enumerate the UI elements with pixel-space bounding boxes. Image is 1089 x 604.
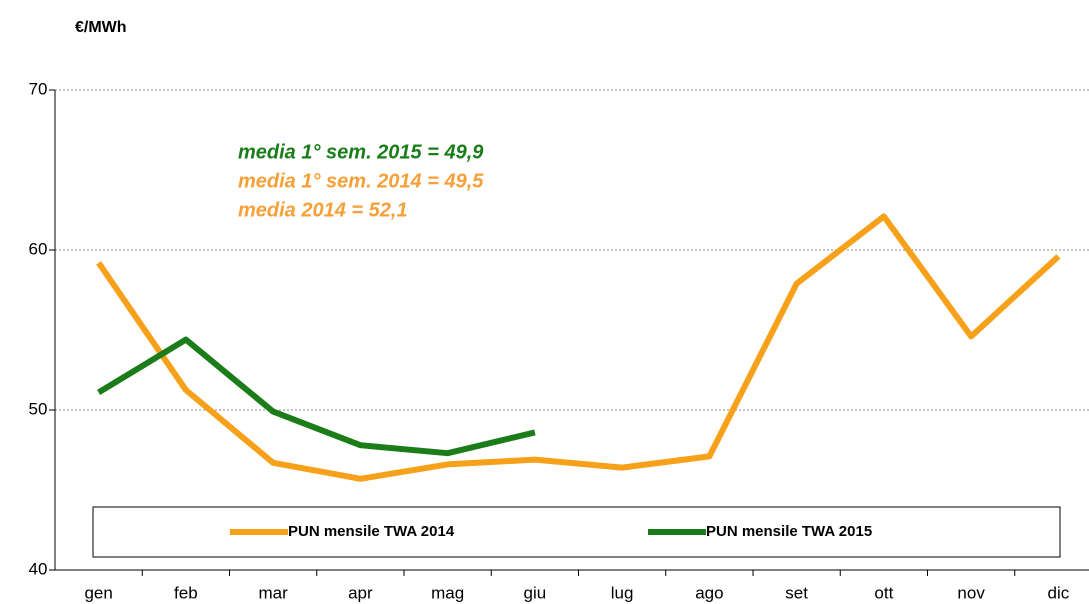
y-tick-label: 50 [29, 399, 48, 418]
x-tick-label: giu [524, 583, 547, 602]
y-tick-label: 40 [29, 559, 48, 578]
x-tick-label: apr [348, 583, 373, 602]
x-tick-label: ott [874, 583, 893, 602]
annotation: media 1° sem. 2014 = 49,5 [238, 170, 484, 192]
annotation: media 2014 = 52,1 [238, 199, 408, 221]
legend-label: PUN mensile TWA 2015 [706, 523, 872, 540]
x-tick-label: ago [695, 583, 723, 602]
series-line [96, 213, 1061, 482]
x-tick-label: feb [174, 583, 198, 602]
x-tick-label: mar [258, 583, 288, 602]
y-tick-label: 70 [29, 79, 48, 98]
x-tick-label: set [785, 583, 808, 602]
x-tick-label: gen [84, 583, 112, 602]
series-line [97, 336, 536, 457]
y-axis-label: €/MWh [75, 19, 127, 36]
x-tick-label: dic [1048, 583, 1070, 602]
y-tick-label: 60 [29, 239, 48, 258]
x-tick-label: lug [611, 583, 634, 602]
annotation: media 1° sem. 2015 = 49,9 [238, 141, 484, 163]
x-tick-label: mag [431, 583, 464, 602]
x-tick-label: nov [957, 583, 985, 602]
legend-label: PUN mensile TWA 2014 [288, 523, 455, 540]
